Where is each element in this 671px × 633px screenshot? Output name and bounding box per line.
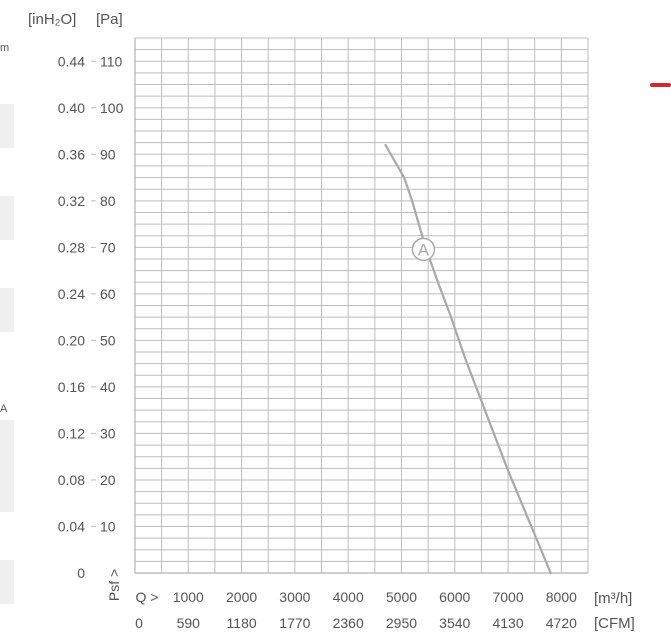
strip-row <box>0 196 14 240</box>
y-tick-pa: 50 <box>100 332 116 348</box>
x-tick-cfm: 1770 <box>279 615 310 631</box>
y-tick-inh2o: 0.04 <box>58 518 85 534</box>
x-tick-m3h: 6000 <box>439 589 470 605</box>
x-tick-cfm: 0 <box>135 615 143 631</box>
y-tick-pa: 10 <box>100 518 116 534</box>
data-point <box>438 283 440 286</box>
series-label: A <box>418 240 430 259</box>
series-badge <box>411 237 436 262</box>
left-strip: m A <box>0 0 14 633</box>
data-point <box>464 358 467 360</box>
x-tick-cfm: 4130 <box>492 615 523 631</box>
x-tick-cfm: 3540 <box>439 615 470 631</box>
y-tick-inh2o: 0.24 <box>58 286 85 302</box>
strip-label-mid: A <box>0 403 8 415</box>
x-tick-m3h: 1000 <box>173 589 204 605</box>
y-tick-pa: 40 <box>100 379 116 395</box>
strip-row <box>0 104 14 148</box>
chart-grid <box>134 37 589 574</box>
y-tick-inh2o: 0.08 <box>58 472 85 488</box>
y-tick-inh2o: 0.28 <box>58 239 85 255</box>
x-tick-cfm: 590 <box>177 615 201 631</box>
y-tick-inh2o: 0.20 <box>58 332 85 348</box>
x-tick-m3h: 7000 <box>492 589 523 605</box>
data-point <box>403 176 405 179</box>
x-tick-m3h: 5000 <box>386 589 417 605</box>
series-line-A <box>384 143 552 575</box>
data-point <box>384 144 387 146</box>
x-tick-m3h: 8000 <box>546 589 577 605</box>
y-tick-pa: 100 <box>100 100 124 116</box>
data-point <box>528 521 531 523</box>
y-tick-pa: 60 <box>100 286 116 302</box>
data-point <box>507 469 509 472</box>
y-tick-pa: 110 <box>100 53 123 69</box>
chart-labels: 110 100 90 80 70 60 50 40 30 20 10 0.44 0.40 0.36 0.32… <box>28 11 635 632</box>
q-axis-marker: Q > <box>136 589 159 605</box>
y-tick-inh2o: 0 <box>77 565 85 581</box>
x-tick-cfm: 1180 <box>227 615 257 631</box>
y-unit-pa: [Pa] <box>96 11 123 28</box>
y-tick-pa: 80 <box>100 193 116 209</box>
x-tick-cfm: 2950 <box>386 615 417 631</box>
y-tick-inh2o: 0.40 <box>58 100 85 116</box>
data-point <box>549 572 552 574</box>
strip-row <box>0 288 14 332</box>
strip-row <box>0 560 14 604</box>
y-tick-inh2o: 0.44 <box>58 53 85 69</box>
x-tick-cfm: 2360 <box>333 615 364 631</box>
data-point <box>448 311 451 314</box>
strip-row <box>0 40 14 76</box>
y-unit-inh2o: [inH₂O] <box>28 11 76 28</box>
psf-axis-marker: Psf > <box>106 569 122 601</box>
x-tick-m3h: 2000 <box>226 589 257 605</box>
data-point <box>411 200 413 202</box>
x-tick-m3h: 4000 <box>333 589 364 605</box>
x-tick-m3h: 3000 <box>279 589 310 605</box>
data-point <box>485 414 488 416</box>
y-tick-inh2o: 0.32 <box>58 193 85 209</box>
strip-row <box>0 420 14 512</box>
x-unit-m3h: [m³/h] <box>594 590 632 607</box>
y-tick-inh2o: 0.36 <box>58 146 85 162</box>
y-tick-inh2o: 0.12 <box>58 425 85 441</box>
y-tick-pa: 90 <box>100 146 116 162</box>
x-tick-cfm: 4720 <box>546 615 577 631</box>
y-tick-inh2o: 0.16 <box>58 379 85 395</box>
y-tick-pa: 70 <box>100 239 116 255</box>
y-tick-pa: 30 <box>100 425 116 441</box>
accent-mark <box>650 83 671 87</box>
x-unit-cfm: [CFM] <box>594 615 635 632</box>
curve-layer: A <box>384 143 552 575</box>
strip-label-top: m <box>0 42 10 54</box>
y-tick-pa: 20 <box>100 472 116 488</box>
